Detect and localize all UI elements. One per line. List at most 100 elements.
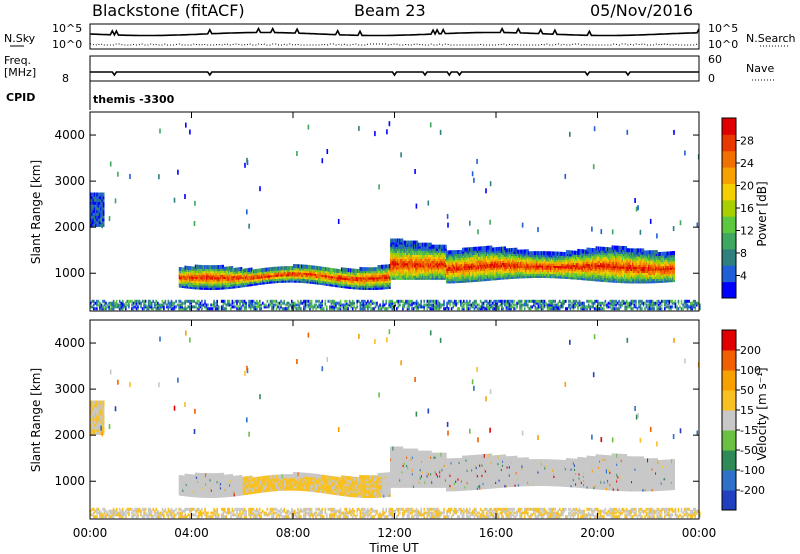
data-point [245,272,247,277]
data-point [364,273,367,278]
data-point [408,246,411,251]
data-point [532,267,535,272]
data-point [523,259,526,264]
data-point [251,275,254,280]
data-point [457,268,460,273]
data-point [498,263,501,268]
data-point [290,278,293,283]
data-point [465,262,468,266]
data-point [575,265,577,270]
data-point [211,267,214,272]
data-point [541,265,544,270]
data-point [362,283,365,288]
data-point [395,263,398,268]
data-point [386,264,389,269]
data-point [584,276,586,281]
data-point [420,273,423,278]
data-point [408,263,411,268]
data-point [502,265,504,270]
data-point [468,253,471,258]
data-point [235,273,238,278]
data-point [503,256,505,261]
data-point [439,259,441,264]
data-point [482,258,485,263]
data-point [489,262,492,267]
data-point [410,263,413,268]
data-point [435,248,438,253]
data-point [498,275,501,280]
data-point [444,263,447,268]
data-point [486,274,488,279]
data-point [468,278,471,283]
data-point [226,276,229,281]
data-point [531,261,534,266]
data-point [478,277,480,282]
data-point [592,262,594,267]
data-point [233,269,236,274]
data-point [287,266,290,271]
data-point [440,263,443,268]
data-point [296,268,299,273]
data-point [256,281,259,286]
data-point [412,265,415,270]
data-point [320,268,323,273]
data-point [460,254,463,258]
data-point [588,247,591,252]
data-point [491,255,494,260]
data-point [515,268,518,273]
data-point [384,266,387,271]
data-point [411,263,414,268]
data-point [439,269,441,274]
data-point [487,245,489,250]
data-point [403,269,406,274]
data-point [432,244,435,249]
data-point [395,240,398,245]
data-point [203,269,206,274]
nsearch-label: N.Search [746,32,796,45]
data-point [571,250,574,255]
data-point [380,266,383,271]
data-point [186,282,189,287]
data-point [205,271,207,276]
data-point [475,253,478,257]
data-point [303,275,306,279]
data-point [499,257,502,262]
data-point [446,277,448,282]
data-point [479,252,481,257]
data-point [407,257,409,262]
data-point [307,265,310,269]
data-point [511,256,513,261]
data-point [411,246,414,251]
data-point [467,266,470,270]
data-point [505,265,508,269]
data-point [359,285,361,290]
data-point [427,257,430,262]
data-point [466,257,469,262]
data-point [595,277,598,282]
data-point [181,267,183,272]
data-point [555,272,558,277]
data-point [199,267,202,271]
data-point [516,260,519,265]
nsky-trace [89,26,700,37]
freq-panel-frame [89,55,700,82]
data-point [270,273,272,278]
data-point [213,281,215,286]
data-point [472,278,475,283]
data-point [500,248,503,253]
data-point [440,248,443,253]
data-point [319,274,322,279]
data-point [492,276,495,281]
data-point [369,286,372,290]
data-point [583,272,585,277]
data-point [446,250,448,255]
data-point [341,267,343,272]
data-point [311,273,314,278]
data-point [521,253,524,258]
data-point [420,251,423,255]
data-point [470,261,472,266]
data-point [350,272,352,277]
data-point [194,266,197,271]
data-point [315,268,318,272]
data-point [543,261,545,266]
